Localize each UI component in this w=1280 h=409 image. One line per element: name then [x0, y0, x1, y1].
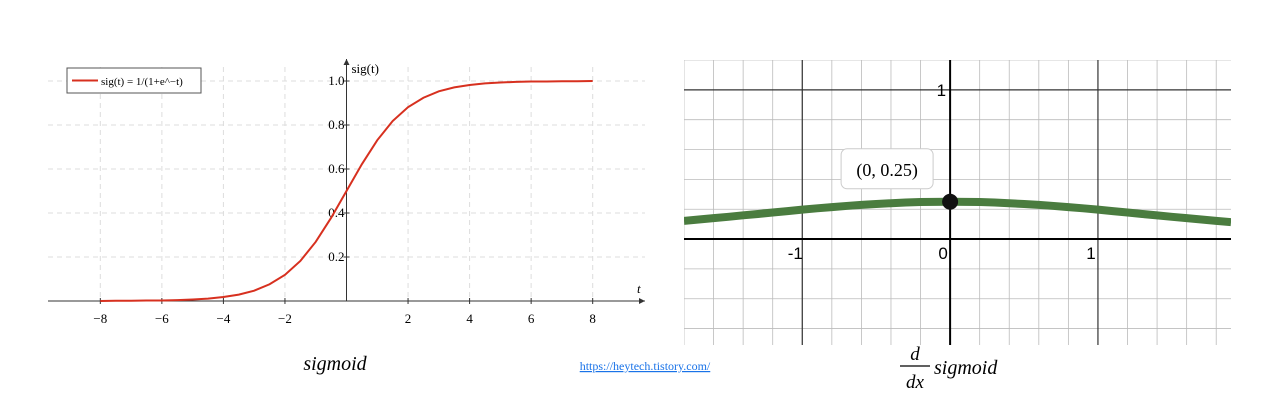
annotation-box — [840, 148, 934, 190]
x-tick-label: −4 — [216, 311, 230, 326]
plot-area — [684, 60, 1231, 345]
y-axis-label: sig(t) — [352, 61, 379, 76]
x-tick-label: -1 — [788, 244, 803, 263]
line — [100, 80, 593, 302]
caption-denominator: dx — [906, 372, 925, 393]
sigmoid-chart: −8 −6 −4 −2 2 4 6 80.20.40.60.81.0tsig(t)sig(t)… — [48, 59, 645, 326]
x-tick-label: 0 — [938, 244, 947, 263]
y-arrow — [343, 59, 350, 65]
x-tick-label: −6 — [155, 311, 169, 326]
x-tick-label: 4 — [466, 311, 473, 326]
annotation: (0, 0.25) — [856, 160, 918, 181]
legend-label: sig(t) = 1/(1+e^−t) — [101, 76, 183, 88]
y-tick-label: 0.2 — [328, 249, 344, 264]
point — [942, 193, 959, 210]
caption-numerator: d — [910, 344, 920, 365]
x-tick-label: 8 — [589, 311, 596, 326]
y-tick-label: 0.8 — [328, 117, 344, 132]
source-link[interactable]: https://heytech.tistory.com/ — [580, 359, 711, 373]
x-arrow — [639, 298, 645, 304]
x-tick-label: −2 — [278, 311, 292, 326]
y-tick-label: 1 — [937, 81, 946, 100]
caption: sigmoid — [303, 353, 367, 375]
x-tick-label: 2 — [405, 311, 412, 326]
y-tick-label: 1.0 — [328, 73, 344, 88]
y-tick-label: 0.6 — [328, 161, 345, 176]
x-tick-label: 6 — [528, 311, 535, 326]
x-tick-label: 1 — [1086, 244, 1095, 263]
caption: sigmoid — [934, 357, 998, 379]
x-axis-label: t — [637, 281, 641, 296]
derivative-chart: -1 0 1 1 (0, 0.25) — [684, 60, 1231, 345]
x-tick-label: −8 — [93, 311, 107, 326]
line — [684, 197, 1231, 227]
